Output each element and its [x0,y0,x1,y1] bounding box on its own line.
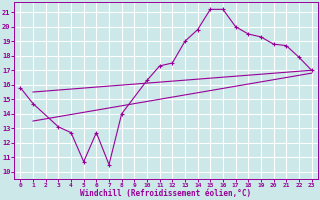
X-axis label: Windchill (Refroidissement éolien,°C): Windchill (Refroidissement éolien,°C) [80,189,252,198]
